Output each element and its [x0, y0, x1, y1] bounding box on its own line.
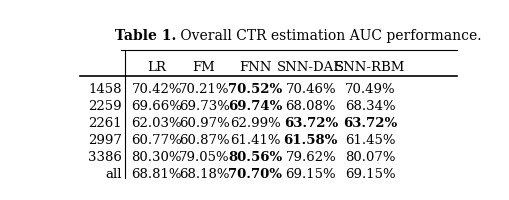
Text: Overall CTR estimation AUC performance.: Overall CTR estimation AUC performance. — [176, 29, 481, 43]
Text: 68.81%: 68.81% — [131, 168, 182, 181]
Text: 69.74%: 69.74% — [228, 100, 282, 113]
Text: 80.07%: 80.07% — [344, 151, 394, 164]
Text: 62.99%: 62.99% — [230, 117, 280, 130]
Text: 80.30%: 80.30% — [131, 151, 182, 164]
Text: 69.15%: 69.15% — [344, 168, 394, 181]
Text: 68.08%: 68.08% — [285, 100, 335, 113]
Text: 68.18%: 68.18% — [179, 168, 229, 181]
Text: 80.56%: 80.56% — [228, 151, 282, 164]
Text: 2259: 2259 — [88, 100, 122, 113]
Text: 68.34%: 68.34% — [344, 100, 394, 113]
Text: 70.70%: 70.70% — [228, 168, 282, 181]
Text: 69.15%: 69.15% — [285, 168, 335, 181]
Text: 2997: 2997 — [88, 134, 122, 147]
Text: Table 1.: Table 1. — [115, 29, 176, 43]
Text: 60.77%: 60.77% — [131, 134, 182, 147]
Text: SNN-RBM: SNN-RBM — [334, 61, 405, 74]
Text: 70.46%: 70.46% — [285, 83, 335, 96]
Text: 62.03%: 62.03% — [131, 117, 182, 130]
Text: 60.87%: 60.87% — [178, 134, 229, 147]
Text: LR: LR — [147, 61, 166, 74]
Text: all: all — [105, 168, 122, 181]
Text: 69.66%: 69.66% — [131, 100, 182, 113]
Text: 2261: 2261 — [88, 117, 122, 130]
Text: 70.52%: 70.52% — [228, 83, 282, 96]
Text: 60.97%: 60.97% — [178, 117, 229, 130]
Text: 61.45%: 61.45% — [344, 134, 394, 147]
Text: FNN: FNN — [239, 61, 271, 74]
Text: 61.58%: 61.58% — [283, 134, 337, 147]
Text: 1458: 1458 — [88, 83, 122, 96]
Text: 63.72%: 63.72% — [283, 117, 337, 130]
Text: 79.62%: 79.62% — [285, 151, 335, 164]
Text: 61.41%: 61.41% — [230, 134, 280, 147]
Text: 63.72%: 63.72% — [342, 117, 397, 130]
Text: 69.73%: 69.73% — [178, 100, 229, 113]
Text: 70.21%: 70.21% — [179, 83, 229, 96]
Text: 70.42%: 70.42% — [131, 83, 182, 96]
Text: 3386: 3386 — [88, 151, 122, 164]
Text: FM: FM — [192, 61, 215, 74]
Text: 79.05%: 79.05% — [178, 151, 229, 164]
Text: SNN-DAE: SNN-DAE — [277, 61, 344, 74]
Text: 70.49%: 70.49% — [344, 83, 394, 96]
